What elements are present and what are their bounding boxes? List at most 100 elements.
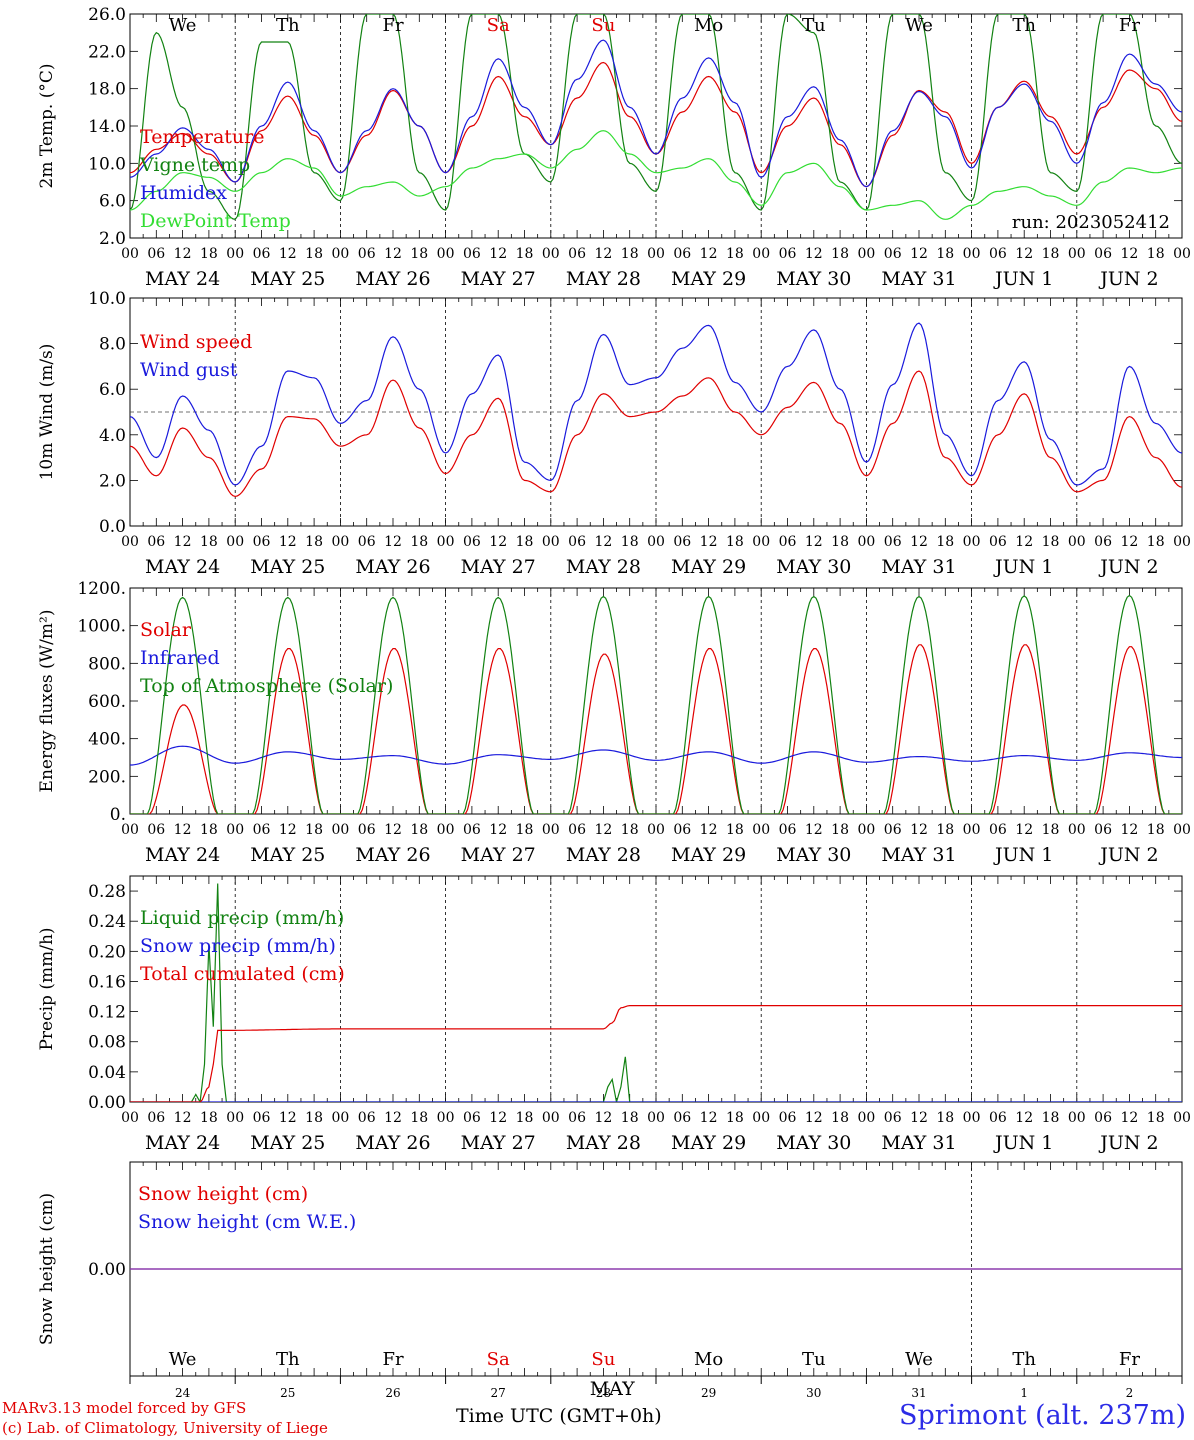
hour-tick-label: 00 (331, 1110, 349, 1126)
hour-tick-label: 12 (594, 822, 612, 838)
legend-label: Liquid precip (mm/h) (140, 907, 344, 929)
series-line-precip-2 (130, 1005, 1182, 1102)
weekday-label: Mo (694, 15, 723, 36)
hour-tick-label: 18 (621, 246, 639, 262)
date-label: MAY 27 (461, 556, 536, 578)
date-label: JUN 1 (993, 1132, 1053, 1154)
weekday-label: Fr (382, 15, 403, 36)
date-label: MAY 29 (671, 1132, 746, 1154)
y-axis-label: Energy fluxes (W/m²) (37, 610, 57, 793)
hour-tick-label: 06 (884, 1110, 902, 1126)
series-line-temperature-1 (130, 14, 1182, 220)
y-tick-label: 800. (88, 654, 126, 674)
date-label: JUN 2 (1098, 268, 1158, 290)
hour-tick-label: 12 (805, 1110, 823, 1126)
weekday-label: Tu (802, 15, 826, 36)
hour-tick-label: 00 (542, 246, 560, 262)
hour-tick-label: 12 (594, 534, 612, 550)
hour-tick-label: 18 (305, 246, 323, 262)
hour-tick-label: 12 (489, 1110, 507, 1126)
weekday-label: We (169, 15, 197, 36)
y-tick-label: 0.24 (88, 912, 126, 932)
legend-label: Top of Atmosphere (Solar) (140, 675, 393, 697)
date-label: MAY 26 (355, 1132, 430, 1154)
date-label: MAY 31 (881, 844, 956, 866)
hour-tick-label: 00 (752, 1110, 770, 1126)
hour-tick-label: 06 (253, 534, 271, 550)
weekday-label: Mo (694, 1349, 723, 1370)
hour-tick-label: 06 (463, 1110, 481, 1126)
hour-tick-label: 00 (857, 1110, 875, 1126)
hour-tick-label: 00 (331, 822, 349, 838)
y-tick-label: 18.0 (88, 80, 126, 100)
hour-tick-label: 18 (831, 822, 849, 838)
hour-tick-label: 00 (542, 822, 560, 838)
hour-tick-label: 06 (253, 246, 271, 262)
date-label: MAY 24 (145, 556, 220, 578)
date-label: MAY 25 (250, 844, 325, 866)
y-tick-label: 10.0 (88, 154, 126, 174)
date-label: MAY 30 (776, 268, 851, 290)
y-tick-label: 1000. (77, 617, 126, 637)
hour-tick-label: 12 (910, 246, 928, 262)
hour-tick-label: 06 (463, 822, 481, 838)
weekday-label: We (169, 1349, 197, 1370)
hour-tick-label: 06 (1094, 246, 1112, 262)
panel-snow: 0.00 Snow height (cm) Snow height (cm) Snow… (37, 1161, 1183, 1400)
date-label: MAY 30 (776, 844, 851, 866)
location-label: Sprimont (alt. 237m) (899, 1400, 1186, 1431)
run-label: run: 2023052412 (1012, 212, 1170, 233)
weekday-label: Su (591, 15, 615, 36)
day-number-label: 29 (701, 1386, 716, 1400)
y-tick-label: 8.0 (99, 335, 126, 355)
y-tick-label: 600. (88, 692, 126, 712)
date-label: MAY 28 (566, 1132, 641, 1154)
date-label: MAY 24 (145, 844, 220, 866)
series-line-temperature-2 (130, 39, 1182, 188)
hour-tick-label: 18 (831, 246, 849, 262)
hour-tick-label: 00 (437, 822, 455, 838)
hour-tick-label: 18 (936, 246, 954, 262)
hour-tick-label: 12 (1120, 246, 1138, 262)
hour-tick-label: 06 (673, 534, 691, 550)
day-number-label: 26 (385, 1386, 400, 1400)
hour-tick-label: 12 (174, 1110, 192, 1126)
hour-tick-label: 12 (700, 822, 718, 838)
date-label: MAY 27 (461, 1132, 536, 1154)
hour-tick-label: 00 (1068, 822, 1086, 838)
hour-tick-label: 00 (1173, 534, 1191, 550)
hour-tick-label: 12 (594, 246, 612, 262)
date-label: MAY 30 (776, 556, 851, 578)
weekday-label: Sa (487, 1349, 510, 1370)
hour-tick-label: 12 (1015, 1110, 1033, 1126)
hour-tick-label: 18 (410, 822, 428, 838)
date-label: MAY 31 (881, 1132, 956, 1154)
day-number-label: 27 (491, 1386, 506, 1400)
hour-tick-label: 00 (437, 534, 455, 550)
hour-tick-label: 00 (226, 1110, 244, 1126)
series-line-precip-0 (130, 883, 1182, 1102)
hour-tick-label: 06 (673, 246, 691, 262)
y-tick-label: 0. (110, 805, 126, 825)
legend-label: Temperature (140, 126, 264, 148)
y-tick-label: 1200. (77, 579, 126, 599)
hour-tick-label: 18 (516, 246, 534, 262)
date-label: MAY 26 (355, 268, 430, 290)
hour-tick-label: 00 (437, 246, 455, 262)
day-number-label: 24 (175, 1386, 191, 1400)
weekday-label: Th (276, 15, 300, 36)
hour-tick-label: 00 (331, 246, 349, 262)
hour-tick-label: 18 (621, 1110, 639, 1126)
legend-label: Vigne temp (139, 154, 250, 176)
date-label: MAY 31 (881, 556, 956, 578)
hour-tick-label: 18 (410, 246, 428, 262)
weekday-label: Su (591, 1349, 615, 1370)
hour-tick-label: 12 (1120, 822, 1138, 838)
weekday-label: Fr (1119, 1349, 1140, 1370)
hour-tick-label: 18 (200, 1110, 218, 1126)
day-number-label: 30 (806, 1386, 821, 1400)
series-line-temperature-3 (130, 130, 1182, 220)
hour-tick-label: 18 (1147, 534, 1165, 550)
date-label: MAY 25 (250, 268, 325, 290)
hour-tick-label: 00 (437, 1110, 455, 1126)
